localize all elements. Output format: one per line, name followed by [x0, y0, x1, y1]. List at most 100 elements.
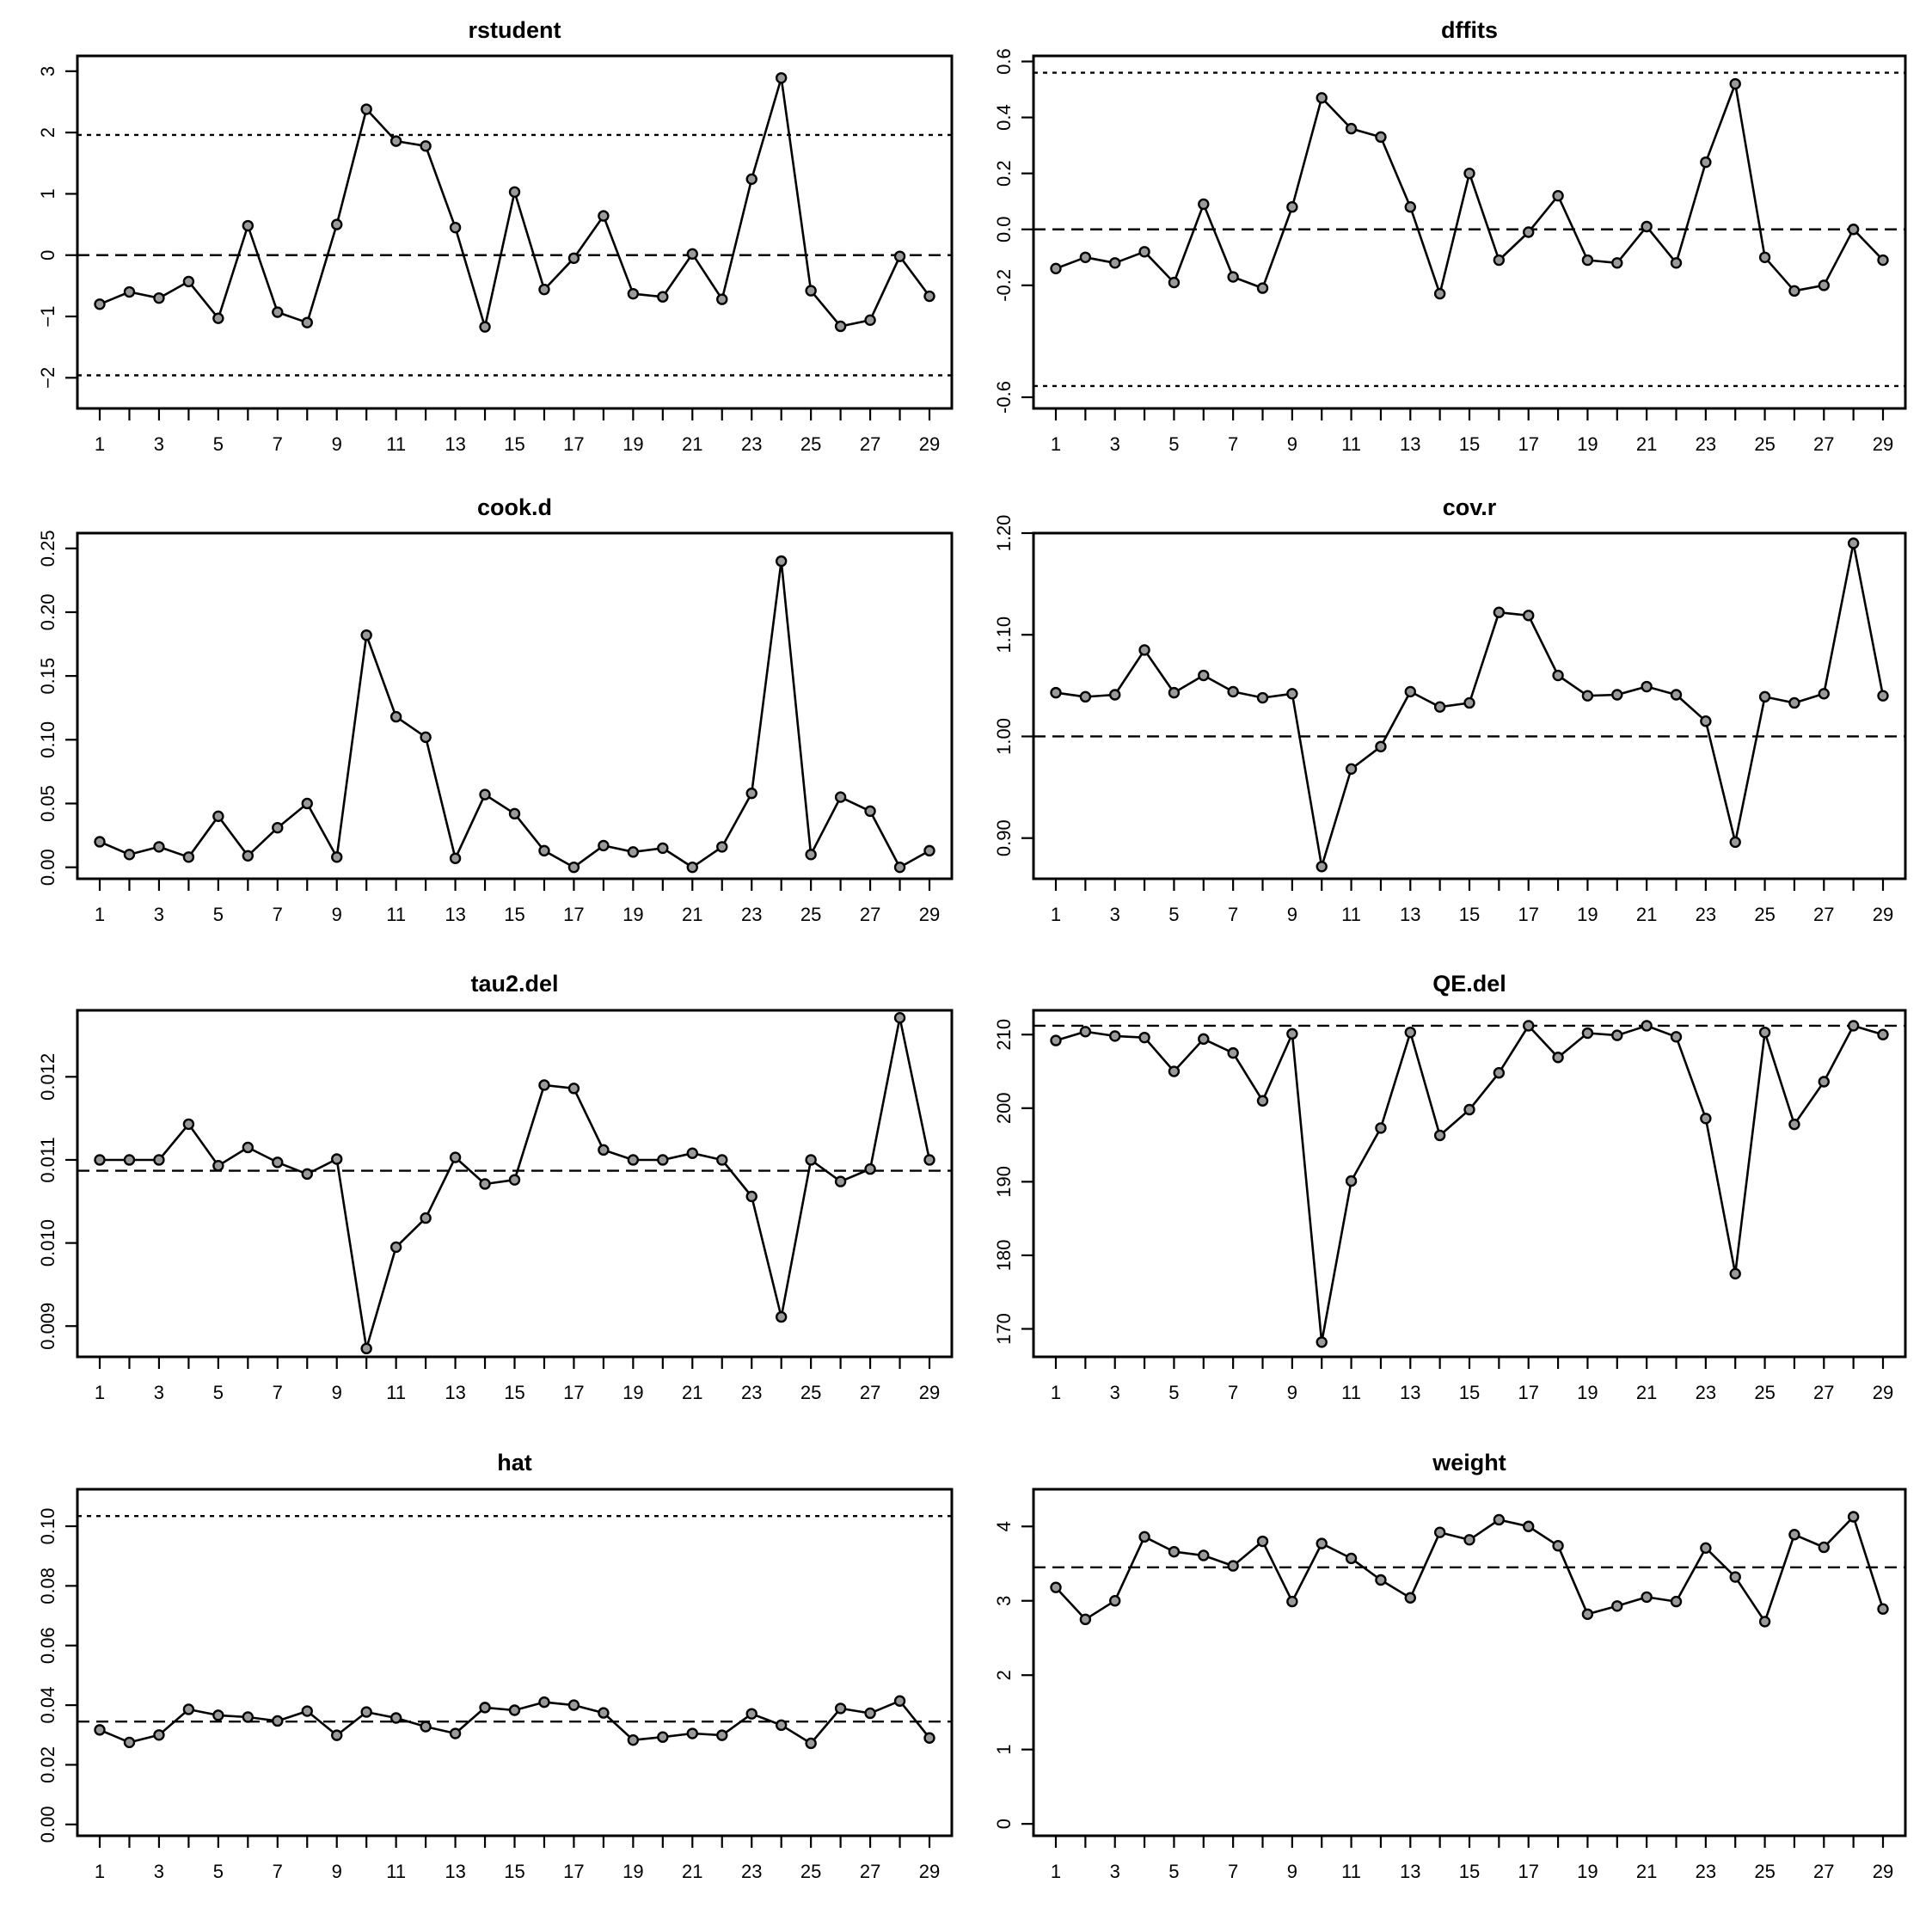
- x-tick-label-qe-del-21: 21: [1636, 1382, 1657, 1403]
- y-tick-label-hat-4: 0.08: [37, 1568, 58, 1604]
- y-tick-label-cook-d-4: 0.20: [37, 594, 58, 631]
- data-point-rstudent-23: [745, 173, 757, 186]
- y-tick-label-dffits-1: -0.2: [993, 269, 1015, 302]
- x-tick-label-hat-27: 27: [860, 1861, 880, 1882]
- data-point-rstudent-17: [567, 252, 580, 265]
- x-tick-label-cook-d-21: 21: [682, 904, 702, 925]
- x-tick-label-weight-3: 3: [1110, 1861, 1120, 1882]
- data-point-dffits-8: [1256, 282, 1269, 294]
- x-tick-label-tau2-del-9: 9: [332, 1382, 342, 1403]
- x-tick-label-weight-7: 7: [1228, 1861, 1238, 1882]
- data-point-tau2-del-28: [893, 1011, 906, 1024]
- data-point-qe-del-17: [1523, 1020, 1535, 1032]
- data-point-cov-r-8: [1256, 691, 1269, 704]
- x-tick-label-tau2-del-13: 13: [445, 1382, 465, 1403]
- data-point-weight-7: [1227, 1560, 1239, 1572]
- data-point-cook-d-18: [598, 839, 610, 852]
- data-point-rstudent-25: [805, 285, 817, 297]
- data-point-weight-14: [1433, 1526, 1446, 1538]
- x-tick-label-hat-7: 7: [273, 1861, 283, 1882]
- x-tick-label-rstudent-17: 17: [563, 433, 584, 455]
- y-tick-label-hat-0: 0.00: [37, 1806, 58, 1843]
- data-point-tau2-del-14: [479, 1178, 491, 1190]
- series-line-rstudent: [99, 77, 931, 328]
- data-point-dffits-26: [1788, 285, 1800, 298]
- y-tick-label-weight-1: 1: [993, 1745, 1015, 1755]
- data-point-hat-8: [301, 1705, 313, 1717]
- data-point-cov-r-7: [1227, 685, 1239, 698]
- data-point-dffits-21: [1641, 220, 1653, 233]
- data-point-hat-7: [272, 1715, 284, 1727]
- data-point-dffits-28: [1847, 224, 1860, 236]
- data-point-tau2-del-26: [834, 1175, 847, 1187]
- data-point-rstudent-1: [94, 298, 106, 310]
- data-point-cook-d-10: [360, 629, 372, 641]
- x-tick-label-hat-17: 17: [563, 1861, 584, 1882]
- data-point-cov-r-23: [1700, 715, 1712, 727]
- plot-area-cook-d: [76, 531, 954, 880]
- series-line-qe-del: [1055, 1024, 1884, 1344]
- data-point-tau2-del-24: [775, 1310, 788, 1323]
- data-point-weight-20: [1611, 1600, 1623, 1612]
- data-point-cov-r-19: [1581, 690, 1594, 702]
- data-point-hat-2: [123, 1736, 136, 1749]
- y-tick-label-cook-d-5: 0.25: [37, 530, 58, 567]
- data-point-hat-12: [420, 1721, 432, 1733]
- panel-cov-r: cov.r1 3 5 7 9 11 13 15 17 19 21 23 25 27 290.901.001.…: [993, 494, 1907, 925]
- data-point-tau2-del-22: [716, 1154, 728, 1166]
- y-tick-label-hat-5: 0.10: [37, 1508, 58, 1545]
- data-point-rstudent-19: [627, 287, 640, 300]
- data-point-cov-r-25: [1758, 690, 1771, 703]
- x-tick-label-cook-d-3: 3: [154, 904, 164, 925]
- data-point-rstudent-21: [686, 248, 698, 261]
- data-point-cov-r-10: [1316, 861, 1328, 873]
- data-point-cook-d-22: [716, 841, 728, 853]
- data-point-hat-5: [212, 1709, 224, 1721]
- data-point-cook-d-6: [242, 850, 255, 862]
- x-tick-label-rstudent-19: 19: [623, 433, 643, 455]
- y-tick-label-dffits-2: 0.0: [993, 216, 1015, 242]
- data-point-rstudent-26: [834, 320, 847, 333]
- data-point-qe-del-26: [1788, 1118, 1800, 1131]
- data-point-rstudent-3: [153, 291, 165, 304]
- x-tick-label-dffits-1: 1: [1051, 433, 1061, 455]
- x-tick-label-weight-21: 21: [1636, 1861, 1657, 1882]
- x-tick-label-tau2-del-29: 29: [919, 1382, 940, 1403]
- x-tick-label-weight-9: 9: [1287, 1861, 1297, 1882]
- data-point-hat-20: [657, 1731, 669, 1743]
- x-tick-label-cook-d-19: 19: [623, 904, 643, 925]
- x-tick-label-weight-23: 23: [1696, 1861, 1716, 1882]
- data-point-tau2-del-16: [538, 1079, 550, 1091]
- data-point-cov-r-5: [1168, 686, 1181, 699]
- data-point-dffits-18: [1552, 189, 1564, 202]
- data-point-cov-r-6: [1198, 669, 1210, 682]
- data-point-weight-25: [1758, 1616, 1771, 1628]
- data-point-dffits-11: [1345, 122, 1358, 135]
- x-tick-label-qe-del-9: 9: [1287, 1382, 1297, 1403]
- data-point-dffits-6: [1198, 198, 1210, 211]
- x-tick-label-weight-15: 15: [1459, 1861, 1480, 1882]
- data-point-cov-r-11: [1345, 763, 1358, 776]
- data-point-rstudent-14: [479, 321, 491, 333]
- data-point-qe-del-28: [1847, 1020, 1860, 1032]
- x-tick-label-cook-d-15: 15: [504, 904, 524, 925]
- data-point-tau2-del-2: [123, 1154, 136, 1166]
- x-tick-label-hat-23: 23: [741, 1861, 762, 1882]
- x-tick-label-weight-5: 5: [1168, 1861, 1179, 1882]
- data-point-tau2-del-6: [242, 1141, 255, 1154]
- data-point-cook-d-14: [479, 788, 491, 801]
- x-tick-label-weight-11: 11: [1341, 1861, 1361, 1882]
- x-tick-label-cov-r-7: 7: [1228, 904, 1238, 925]
- data-point-rstudent-24: [775, 71, 788, 84]
- panel-title-dffits: dffits: [1441, 17, 1498, 43]
- data-point-qe-del-20: [1611, 1029, 1623, 1041]
- x-tick-label-hat-29: 29: [919, 1861, 940, 1882]
- x-tick-label-cook-d-7: 7: [273, 904, 283, 925]
- y-tick-label-dffits-4: 0.4: [993, 104, 1015, 131]
- data-point-rstudent-12: [420, 140, 432, 152]
- data-point-qe-del-6: [1198, 1033, 1210, 1046]
- data-point-hat-23: [745, 1708, 757, 1720]
- x-tick-label-hat-9: 9: [332, 1861, 342, 1882]
- data-point-weight-24: [1729, 1571, 1741, 1583]
